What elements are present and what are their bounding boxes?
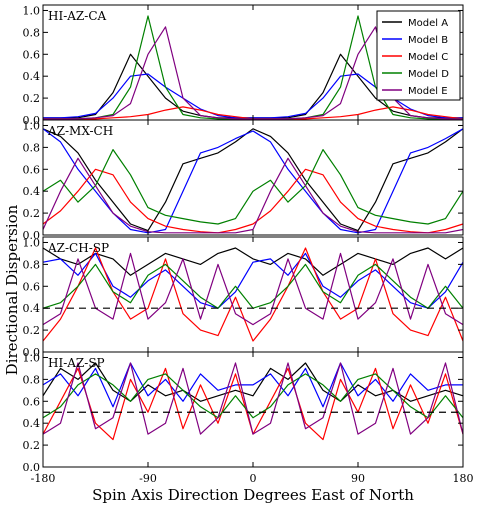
x-tick-label: 90	[351, 472, 365, 485]
series-line-model-b	[42, 362, 463, 408]
x-tick-label: 180	[453, 472, 474, 485]
y-tick-label: 0.2	[23, 92, 41, 105]
y-tick-label: 0.2	[23, 207, 41, 220]
series-line-model-d	[42, 263, 464, 309]
y-tick-label: 1.0	[23, 236, 41, 249]
y-tick-label: 0.6	[23, 48, 41, 61]
y-tick-label: 0.4	[23, 185, 41, 198]
panel-title: HI-AZ-SP	[48, 356, 105, 370]
y-tick-label: 1.0	[23, 351, 41, 364]
y-tick-label: 0.8	[23, 373, 41, 386]
y-tick-label: 0.8	[23, 26, 41, 39]
legend-entry-label: Model E	[408, 86, 448, 97]
series-line-model-a	[42, 128, 464, 232]
series-line-model-b	[42, 252, 464, 309]
y-tick-label: 0.0	[23, 461, 41, 474]
panel-az-mx-ch: 0.0 0.2 0.4 0.6 0.8 1.0 AZ-MX-CH	[23, 119, 464, 242]
y-axis-title: Directional Dispersion	[3, 204, 21, 375]
series-line-model-d	[42, 149, 464, 225]
y-tick-label: 0.6	[23, 280, 41, 293]
panel-az-ch-sp: 0.0 0.2 0.4 0.6 0.8 1.0 AZ-CH-SP	[23, 236, 464, 359]
series-line-model-a	[42, 247, 464, 276]
panel-title: AZ-CH-SP	[47, 241, 109, 255]
y-tick-label: 1.0	[23, 119, 41, 132]
legend-entry-label: Model D	[408, 69, 449, 80]
y-tick-label: 0.6	[23, 163, 41, 176]
series-line-model-d	[42, 373, 464, 419]
y-tick-label: 0.4	[23, 302, 41, 315]
x-tick-label: -90	[139, 472, 157, 485]
panel-frame	[42, 351, 464, 468]
legend: Model A Model B Model C Model D Model E	[376, 10, 461, 101]
legend-entry-label: Model B	[408, 35, 448, 46]
y-tick-label: 0.4	[23, 70, 41, 83]
series-line-model-e	[42, 157, 464, 234]
legend-entry-label: Model A	[408, 18, 448, 29]
x-axis-title: Spin Axis Direction Degrees East of Nort…	[92, 486, 414, 504]
y-tick-label: 0.2	[23, 439, 41, 452]
y-tick-label: 0.0	[23, 346, 41, 359]
series-line-model-e	[42, 362, 464, 435]
y-tick-label: 0.4	[23, 417, 41, 430]
panel-title: HI-AZ-CA	[48, 9, 107, 23]
x-tick-label: 0	[250, 472, 257, 485]
y-tick-label: 0.2	[23, 324, 41, 337]
series-line-model-e	[42, 252, 464, 326]
y-tick-label: 0.8	[23, 141, 41, 154]
y-tick-label: 1.0	[23, 4, 41, 17]
y-tick-label: 0.6	[23, 395, 41, 408]
series-line-model-c	[42, 168, 464, 234]
panel-title: AZ-MX-CH	[47, 124, 113, 138]
series-line-model-b	[42, 128, 464, 234]
panels: 0.00.20.40.60.81.0 HI-AZ-CA0.00.20.40.60.…	[23, 4, 474, 485]
x-tick-label: -180	[31, 472, 56, 485]
legend-entry-label: Model C	[408, 52, 448, 63]
y-tick-label: 0.0	[23, 114, 41, 127]
panel-hi-az-sp: 0.0 0.2 0.4 0.6 0.8 1.0 HI-AZ-SP	[23, 351, 464, 474]
y-tick-label: 0.8	[23, 258, 41, 271]
y-tick-label: 0.0	[23, 229, 41, 242]
